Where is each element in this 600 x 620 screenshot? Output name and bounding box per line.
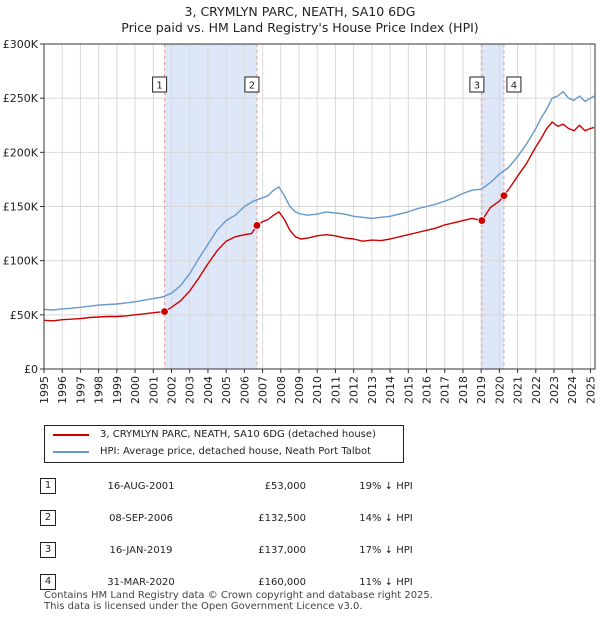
x-tick-label: 2017 — [439, 376, 452, 404]
x-tick-label: 1995 — [38, 376, 51, 404]
x-tick-label: 2001 — [147, 376, 160, 404]
transaction-hpi: 14% ↓ HPI — [359, 512, 413, 524]
hpi-line — [43, 91, 595, 311]
table-row: 2 08-SEP-2006 £132,500 14% ↓ HPI — [40, 502, 446, 534]
x-tick-label: 2006 — [238, 376, 251, 404]
transaction-point-3 — [477, 216, 487, 225]
transaction-number: 3 — [40, 542, 56, 558]
transaction-point-1 — [160, 307, 169, 316]
chart-subtitle: Price paid vs. HM Land Registry's House … — [121, 20, 479, 35]
transaction-box-label-4: 4 — [511, 81, 517, 92]
transaction-hpi: 17% ↓ HPI — [359, 544, 413, 556]
x-tick-label: 2011 — [329, 376, 342, 404]
price-chart: 1 2 3 4 £0 £50K £100K £150K £200K £250K £300K 1995 1… — [3, 38, 598, 404]
transaction-box-3 — [469, 76, 485, 93]
x-tick-label: 2019 — [475, 376, 488, 404]
transaction-box-4 — [506, 76, 522, 93]
legend-swatch-price — [53, 434, 89, 436]
transaction-point-2 — [252, 221, 262, 230]
transaction-price: £137,000 — [258, 544, 306, 556]
transaction-number: 2 — [40, 510, 56, 526]
table-row: 3 16-JAN-2019 £137,000 17% ↓ HPI — [40, 534, 446, 566]
chart-title: 3, CRYMLYN PARC, NEATH, SA10 6DG — [184, 4, 416, 19]
x-tick-label: 1999 — [111, 376, 124, 404]
transaction-point-4 — [499, 191, 509, 200]
transaction-hpi: 19% ↓ HPI — [359, 480, 413, 492]
x-tick-label: 2023 — [548, 376, 561, 404]
x-tick-label: 2003 — [184, 376, 197, 404]
y-tick-label: £200K — [3, 146, 39, 159]
footer-license: This data is licensed under the Open Gov… — [44, 601, 363, 612]
transaction-price: £132,500 — [258, 512, 306, 524]
legend: 3, CRYMLYN PARC, NEATH, SA10 6DG (detach… — [44, 425, 404, 463]
x-tick-label: 2016 — [421, 376, 434, 404]
y-tick-label: £0 — [24, 363, 38, 376]
y-tick-label: £150K — [3, 201, 39, 214]
x-tick-label: 2008 — [275, 376, 288, 404]
price-paid-line — [43, 121, 595, 322]
x-tick-label: 2009 — [293, 376, 306, 404]
footer-copyright: Contains HM Land Registry data © Crown c… — [44, 590, 433, 601]
transactions-table: 1 16-AUG-2001 £53,000 19% ↓ HPI 2 08-SEP… — [40, 470, 446, 598]
x-tick-label: 2013 — [366, 376, 379, 404]
y-tick-label: £250K — [3, 92, 39, 105]
transaction-price: £53,000 — [264, 480, 306, 492]
x-tick-label: 2014 — [384, 376, 397, 404]
table-row: 4 31-MAR-2020 £160,000 11% ↓ HPI — [40, 566, 446, 598]
x-tick-label: 2018 — [457, 376, 470, 404]
x-tick-label: 2024 — [566, 376, 579, 404]
legend-label-price: 3, CRYMLYN PARC, NEATH, SA10 6DG (detach… — [100, 429, 376, 440]
x-tick-label: 2015 — [402, 376, 415, 404]
x-tick-label: 2022 — [530, 376, 543, 404]
x-tick-label: 2002 — [166, 376, 179, 404]
transaction-number: 1 — [40, 478, 56, 494]
table-row: 1 16-AUG-2001 £53,000 19% ↓ HPI — [40, 470, 446, 502]
transaction-price: £160,000 — [258, 576, 306, 588]
transaction-box-1 — [152, 76, 168, 93]
legend-label-hpi: HPI: Average price, detached house, Neat… — [100, 446, 372, 457]
y-tick-label: £100K — [3, 255, 39, 268]
transaction-box-label-1: 1 — [156, 81, 162, 92]
x-tick-label: 2025 — [584, 376, 597, 404]
x-tick-label: 2005 — [220, 376, 233, 404]
transaction-date: 31-MAR-2020 — [107, 576, 175, 588]
x-tick-label: 1997 — [74, 376, 87, 404]
x-tick-label: 2007 — [257, 376, 270, 404]
y-tick-label: £300K — [3, 38, 39, 51]
x-tick-label: 2021 — [512, 376, 525, 404]
x-tick-label: 1996 — [56, 376, 69, 404]
transaction-box-label-2: 2 — [249, 81, 255, 92]
transaction-number: 4 — [40, 574, 56, 590]
y-tick-label: £50K — [10, 309, 39, 322]
x-tick-label: 1998 — [93, 376, 106, 404]
x-tick-label: 2012 — [348, 376, 361, 404]
transaction-box-label-3: 3 — [474, 81, 480, 92]
transaction-hpi: 11% ↓ HPI — [359, 576, 413, 588]
x-tick-label: 2004 — [202, 376, 215, 404]
legend-swatch-hpi — [53, 451, 89, 453]
transaction-date: 16-JAN-2019 — [109, 544, 173, 556]
x-tick-label: 2000 — [129, 376, 142, 404]
x-tick-label: 2010 — [311, 376, 324, 404]
transaction-date: 16-AUG-2001 — [107, 480, 175, 492]
transaction-box-2 — [244, 76, 260, 93]
transaction-date: 08-SEP-2006 — [109, 512, 173, 524]
x-tick-label: 2020 — [493, 376, 506, 404]
